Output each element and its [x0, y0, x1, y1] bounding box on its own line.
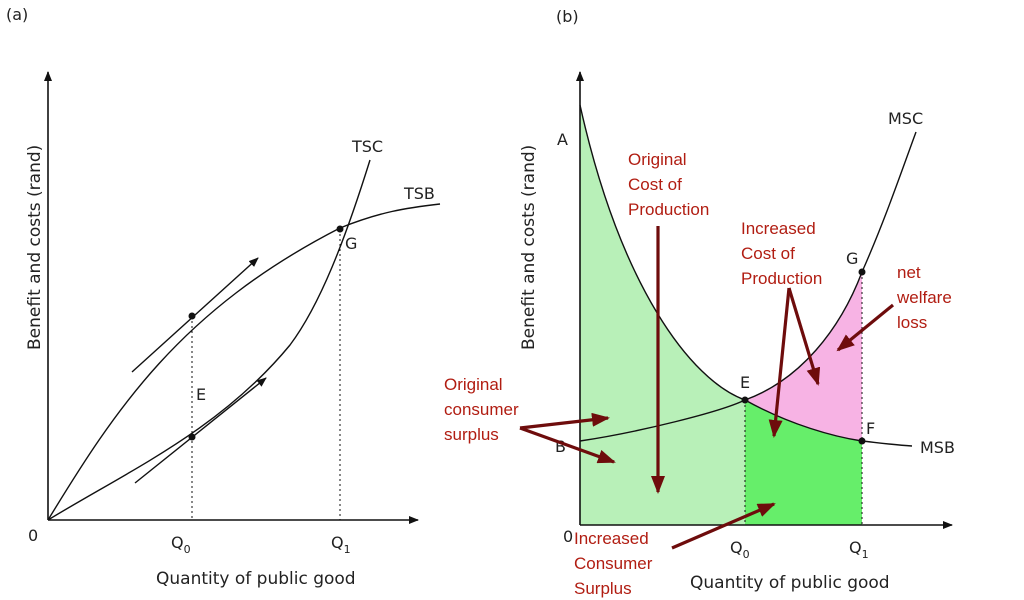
msb-label: MSB: [920, 438, 955, 457]
msc-curve: [579, 104, 917, 401]
panel-b-origin: 0: [563, 527, 573, 546]
tsc-label: TSC: [351, 137, 383, 156]
panel-b-point-g: [858, 268, 866, 276]
panel-b-point-e: [741, 396, 749, 404]
panel-a-x-label: Quantity of public good: [156, 569, 356, 589]
original-consumer-surplus-region: [580, 400, 745, 525]
net-welfare-loss-region: [745, 272, 862, 441]
tsc-tangent-line: [134, 377, 267, 484]
increased-cs-arrow: [671, 502, 776, 550]
panel-b-e-label: E: [740, 373, 750, 392]
panel-a: (a) Benefit and costs (rand) Quantity of…: [6, 5, 441, 589]
increased-consumer-surplus-annotation: Increased Consumer Surplus: [574, 529, 657, 598]
panel-b-q0-label: Q0: [730, 538, 750, 561]
net-welfare-loss-annotation: net welfare loss: [896, 263, 957, 332]
panel-b-point-f: [858, 437, 866, 445]
tsc-curve: [47, 159, 371, 521]
tsb-curve: [47, 203, 441, 521]
original-cost-annotation: Original Cost of Production: [628, 150, 709, 219]
panel-b: (b) Benefit and costs (rand) Quantity of…: [444, 7, 957, 598]
increased-cost-arrow-to-pink: [787, 287, 821, 386]
panel-a-point-g: [336, 225, 344, 233]
panel-b-b-label: B: [555, 437, 566, 456]
panel-a-q0-label: Q0: [171, 533, 191, 556]
increased-cost-arrow-to-green: [768, 287, 791, 438]
panel-a-y-label: Benefit and costs (rand): [25, 145, 45, 350]
panel-b-f-label: F: [866, 419, 875, 438]
panel-a-tsb-point-q0: [188, 312, 196, 320]
panel-b-g-label: G: [846, 249, 858, 268]
panel-a-tag: (a): [6, 5, 28, 24]
increased-cost-annotation: Increased Cost of Production: [741, 219, 822, 288]
panel-a-q1-label: Q1: [331, 533, 351, 556]
panel-b-y-label: Benefit and costs (rand): [519, 145, 539, 350]
panel-b-tag: (b): [556, 7, 579, 26]
panel-a-origin: 0: [28, 526, 38, 545]
original-cs-arrow-upper: [519, 412, 610, 430]
original-cost-region: [580, 105, 745, 441]
original-cs-arrow-lower: [519, 426, 616, 464]
panel-a-e-label: E: [196, 385, 206, 404]
panel-a-g-label: G: [345, 234, 357, 253]
original-consumer-surplus-annotation: Original consumer surplus: [444, 375, 523, 444]
panel-b-a-label: A: [557, 130, 568, 149]
net-welfare-loss-arrow: [836, 303, 895, 352]
panel-b-q1-label: Q1: [849, 538, 869, 561]
panel-a-tsc-point-q0: [188, 433, 196, 441]
msc-label: MSC: [888, 109, 923, 128]
tsb-label: TSB: [403, 184, 435, 203]
panel-b-x-label: Quantity of public good: [690, 573, 890, 593]
